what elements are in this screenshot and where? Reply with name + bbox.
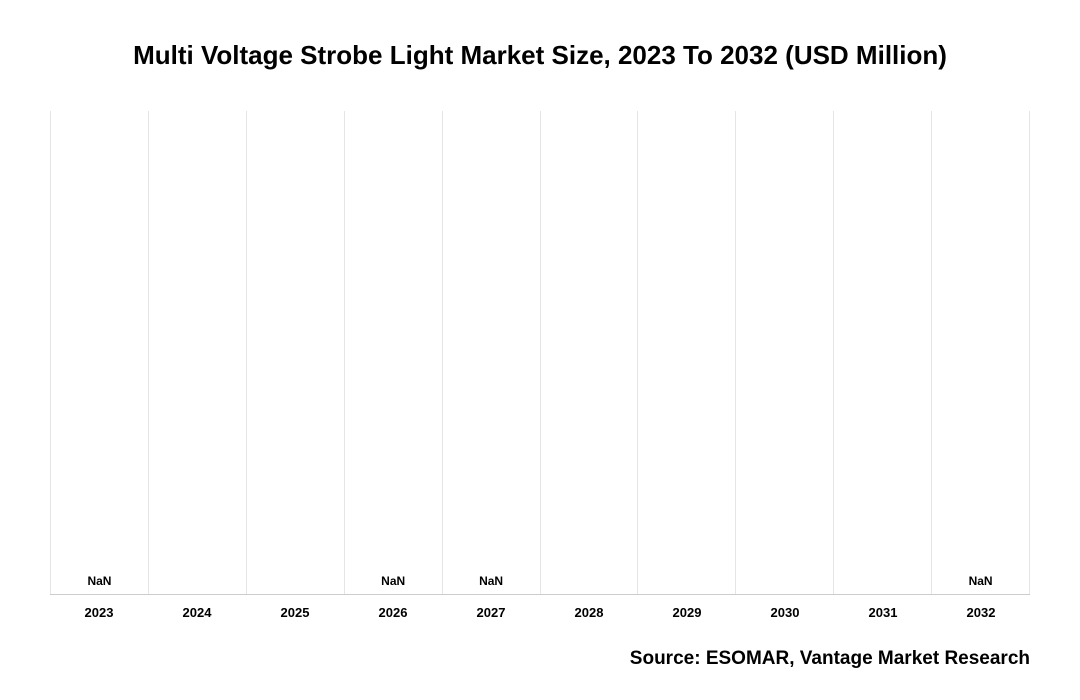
bar-column xyxy=(247,111,345,594)
bar-column xyxy=(834,111,932,594)
chart-container: Multi Voltage Strobe Light Market Size, … xyxy=(0,0,1080,700)
bar-column xyxy=(541,111,639,594)
x-tick-label: 2028 xyxy=(540,605,638,620)
bar-value-label: NaN xyxy=(969,574,993,588)
bar-column xyxy=(736,111,834,594)
x-tick-label: 2023 xyxy=(50,605,148,620)
chart-title: Multi Voltage Strobe Light Market Size, … xyxy=(50,40,1030,71)
bar-column xyxy=(638,111,736,594)
bar-column: NaN xyxy=(50,111,149,594)
x-tick-label: 2031 xyxy=(834,605,932,620)
x-tick-label: 2024 xyxy=(148,605,246,620)
bar-column: NaN xyxy=(443,111,541,594)
bar-value-label: NaN xyxy=(479,574,503,588)
x-tick-label: 2029 xyxy=(638,605,736,620)
x-tick-label: 2030 xyxy=(736,605,834,620)
x-tick-label: 2027 xyxy=(442,605,540,620)
bar-column xyxy=(149,111,247,594)
x-tick-label: 2025 xyxy=(246,605,344,620)
plot-area: NaN NaN NaN NaN xyxy=(50,111,1030,594)
bar-value-label: NaN xyxy=(381,574,405,588)
bar-value-label: NaN xyxy=(87,574,111,588)
x-tick-label: 2026 xyxy=(344,605,442,620)
x-axis: 2023 2024 2025 2026 2027 2028 2029 2030 … xyxy=(50,594,1030,620)
bar-column: NaN xyxy=(932,111,1030,594)
source-attribution: Source: ESOMAR, Vantage Market Research xyxy=(50,648,1030,670)
x-tick-label: 2032 xyxy=(932,605,1030,620)
bar-column: NaN xyxy=(345,111,443,594)
